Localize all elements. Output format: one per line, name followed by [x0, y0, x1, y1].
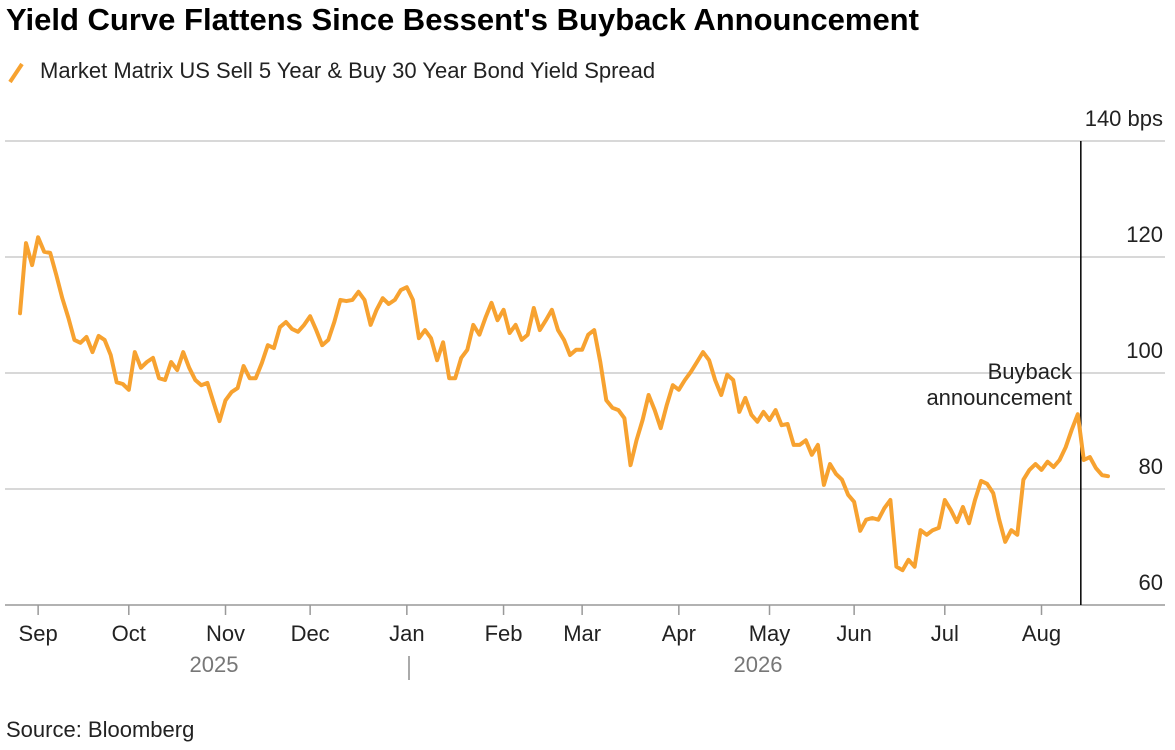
x-tick-label: Aug: [1022, 621, 1061, 646]
y-tick-label: 100: [1126, 338, 1163, 363]
series-line: [18, 235, 1110, 573]
annotation-text: announcement: [926, 385, 1072, 410]
x-tick-label: Dec: [291, 621, 330, 646]
x-tick-label: Jan: [389, 621, 424, 646]
chart-title: Yield Curve Flattens Since Bessent's Buy…: [6, 2, 919, 37]
y-tick-label: 60: [1139, 570, 1163, 595]
x-tick-label: Feb: [485, 621, 523, 646]
x-tick-label: Jul: [931, 621, 959, 646]
y-tick-label: 120: [1126, 222, 1163, 247]
year-label: 2025: [190, 652, 239, 677]
x-tick-label: Oct: [112, 621, 146, 646]
x-tick-label: Mar: [563, 621, 601, 646]
x-tick-label: Sep: [19, 621, 58, 646]
legend-label: Market Matrix US Sell 5 Year & Buy 30 Ye…: [40, 58, 655, 83]
x-tick-label: Jun: [836, 621, 871, 646]
annotation-text: Buyback: [988, 359, 1073, 384]
source: Source: Bloomberg: [6, 717, 194, 742]
legend-icon: [8, 62, 24, 84]
year-label: 2026: [734, 652, 783, 677]
x-tick-label: May: [749, 621, 791, 646]
y-tick-label: 140 bps: [1085, 106, 1163, 131]
y-tick-label: 80: [1139, 454, 1163, 479]
x-tick-label: Nov: [206, 621, 245, 646]
x-tick-label: Apr: [662, 621, 696, 646]
